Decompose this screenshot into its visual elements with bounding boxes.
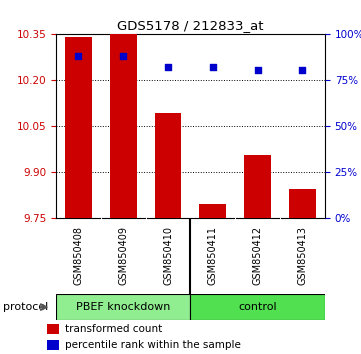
Text: GSM850412: GSM850412 [253, 226, 263, 285]
Text: GSM850413: GSM850413 [297, 226, 308, 285]
Text: transformed count: transformed count [65, 325, 162, 335]
Text: PBEF knockdown: PBEF knockdown [76, 302, 170, 312]
Point [165, 64, 171, 70]
Bar [110, 34, 137, 218]
Text: GSM850409: GSM850409 [118, 226, 128, 285]
Bar [289, 189, 316, 218]
Text: GSM850411: GSM850411 [208, 226, 218, 285]
Bar [191, 294, 325, 320]
Text: GSM850408: GSM850408 [73, 226, 83, 285]
Bar [56, 294, 191, 320]
Text: GSM850410: GSM850410 [163, 226, 173, 285]
Point [75, 53, 81, 58]
Bar [199, 204, 226, 218]
Point [210, 64, 216, 70]
Bar [47, 324, 60, 335]
Title: GDS5178 / 212833_at: GDS5178 / 212833_at [117, 19, 264, 33]
Bar [244, 155, 271, 218]
Text: percentile rank within the sample: percentile rank within the sample [65, 340, 241, 350]
Text: control: control [238, 302, 277, 312]
Text: protocol: protocol [3, 302, 48, 312]
Bar [65, 37, 92, 218]
Point [120, 53, 126, 58]
Point [300, 68, 305, 73]
Bar [47, 340, 60, 350]
Bar [155, 113, 182, 218]
Point [255, 68, 261, 73]
